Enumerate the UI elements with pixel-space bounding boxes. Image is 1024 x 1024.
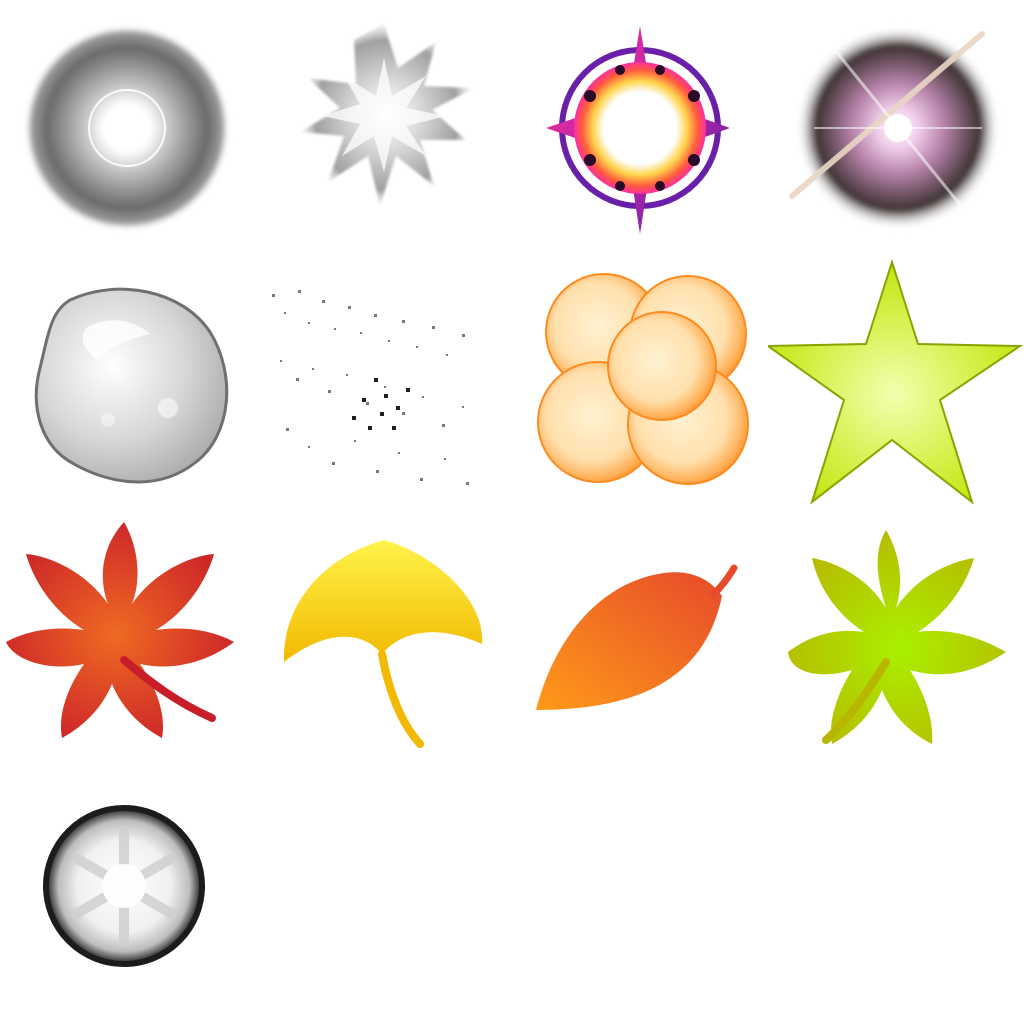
sprite-orange-bubble-cluster xyxy=(512,256,768,512)
snow-orb-icon xyxy=(43,805,205,967)
sprite-magic-star-burst xyxy=(512,0,768,256)
green-maple-leaf-icon xyxy=(788,530,1006,744)
smoke-burst-icon xyxy=(300,24,474,206)
orange-bubble-cluster-icon xyxy=(537,273,749,485)
red-maple-leaf-icon xyxy=(6,522,234,738)
magic-star-burst-icon xyxy=(546,26,730,234)
lens-flare-orb-icon xyxy=(789,26,1000,230)
sprite-lens-flare-orb xyxy=(768,0,1024,256)
sprite-water-blob xyxy=(0,256,256,512)
sprite-smoke-burst xyxy=(256,0,512,256)
sprite-ginkgo-leaf xyxy=(256,512,512,768)
sprite-soft-glow-orb xyxy=(0,0,256,256)
sprite-green-maple-leaf xyxy=(768,512,1024,768)
sprite-dust-particles xyxy=(256,256,512,512)
lime-star-icon xyxy=(768,258,1024,505)
orange-leaf-icon xyxy=(536,564,738,710)
ginkgo-leaf-icon xyxy=(283,540,483,748)
sprite-orange-leaf xyxy=(512,512,768,768)
sprite-snow-orb xyxy=(0,768,256,1024)
dust-particles-icon xyxy=(272,290,469,485)
soft-glow-orb-icon xyxy=(24,25,230,231)
water-blob-icon xyxy=(34,287,229,484)
sprite-red-maple-leaf xyxy=(0,512,256,768)
sprite-lime-star xyxy=(768,256,1024,512)
